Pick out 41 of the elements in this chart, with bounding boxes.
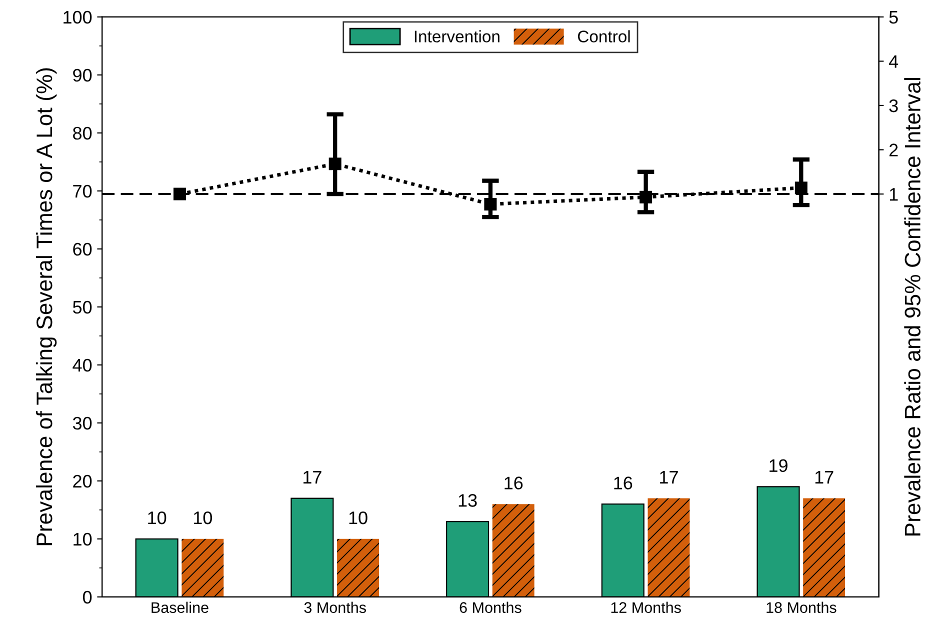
x-tick-label: 3 Months: [304, 602, 366, 613]
bar: [648, 498, 690, 597]
y-tick-label: 0: [83, 590, 92, 604]
y2-axis-title: Prevalence Ratio and 95% Confidence Interval: [904, 78, 920, 536]
y2-tick-label: 3: [889, 99, 898, 112]
x-tick-label: 6 Months: [460, 602, 522, 613]
bar: [803, 498, 846, 597]
data-label: 19: [770, 459, 788, 472]
x-tick-label: 12 Months: [611, 602, 681, 613]
x-tick-label: Baseline: [152, 602, 208, 613]
y-tick-label: 20: [73, 474, 92, 488]
y-tick-label: 90: [73, 68, 92, 82]
y-axis-title: Prevalence of Talking Several Times or A Lot (%): [36, 68, 57, 546]
y2-tick-label: 4: [888, 55, 898, 68]
y-tick-label: 70: [73, 184, 92, 198]
y-tick-label: 50: [72, 300, 92, 314]
data-label: 10: [194, 511, 212, 524]
bar: [492, 504, 534, 597]
y-tick-label: 60: [73, 242, 92, 256]
y2-tick-label: 1: [890, 188, 898, 201]
y2-tick-label: 5: [889, 11, 898, 24]
data-label: 16: [614, 476, 632, 490]
x-tick-label: 18 Months: [766, 602, 836, 613]
y-tick-label: 40: [72, 358, 92, 372]
point: [173, 188, 186, 200]
legend-label: Intervention: [414, 30, 500, 42]
data-label: 10: [349, 511, 368, 524]
y-tick-label: 80: [73, 126, 92, 140]
data-label: 17: [304, 471, 322, 484]
y-tick-label: 10: [74, 532, 92, 546]
y-tick-label: 30: [72, 416, 92, 430]
data-label: 10: [148, 511, 166, 524]
data-label: 13: [458, 494, 477, 507]
bar: [337, 538, 379, 597]
data-label: 16: [504, 476, 523, 490]
bar: [182, 538, 224, 597]
data-label: 17: [660, 471, 678, 484]
y2-tick-label: 2: [889, 144, 898, 156]
data-label: 17: [815, 471, 834, 484]
y-tick-label: 100: [64, 10, 92, 24]
legend-label: Control: [578, 30, 630, 42]
